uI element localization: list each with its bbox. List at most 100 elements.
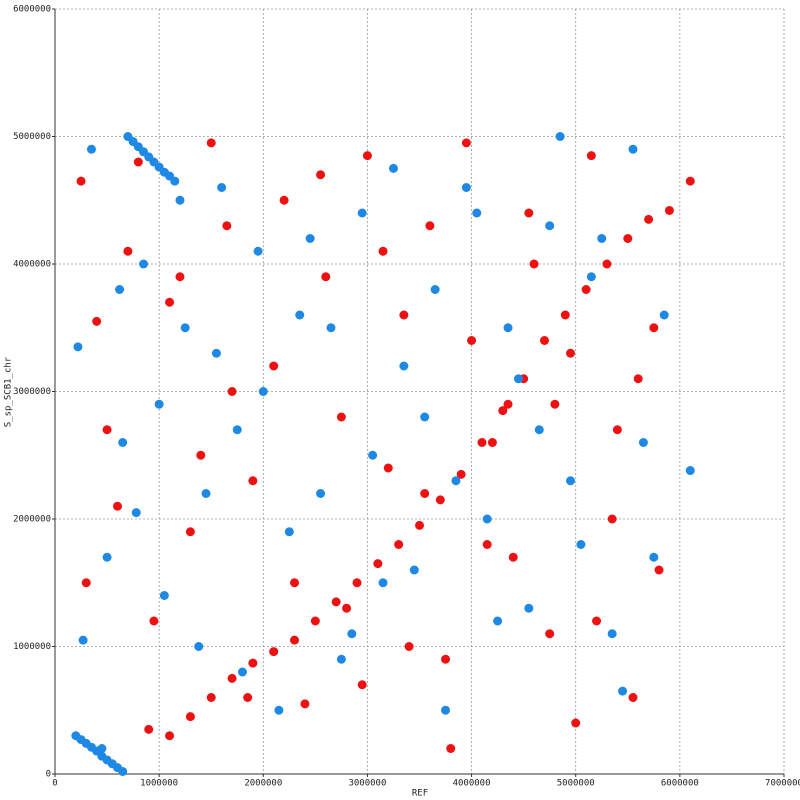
point [503,399,513,409]
point [638,438,648,447]
point [154,399,164,409]
point [586,272,596,282]
point [420,412,430,422]
point [446,744,456,753]
point [81,578,91,588]
point [274,705,284,715]
point [539,336,549,345]
point [342,603,352,613]
x-tick-label: 1000000 [140,779,178,789]
point [175,272,185,282]
point [326,323,336,333]
point [112,501,122,511]
point [165,731,175,741]
point [664,205,674,215]
point [482,514,492,524]
point [545,221,555,231]
point [131,508,141,518]
y-tick-label: 3000000 [13,387,51,397]
point [451,476,461,486]
point [149,616,159,626]
y-tick-label: 5000000 [13,132,51,142]
point [373,559,383,569]
point [258,387,268,396]
x-tick-label: 0 [52,779,57,789]
x-tick-label: 5000000 [557,779,595,789]
point [92,316,102,326]
point [175,195,185,205]
point [550,399,560,409]
point [300,699,310,709]
point [368,450,378,460]
point [592,616,602,626]
point [649,323,659,333]
point [493,616,503,626]
point [336,412,346,422]
point [201,489,211,498]
point [73,342,83,352]
point [472,208,482,218]
point [399,310,409,320]
point [118,766,128,776]
point [102,552,112,562]
point [456,469,466,479]
point [571,718,581,728]
point [331,597,341,607]
y-tick-label: 2000000 [13,515,51,525]
point [378,578,388,588]
point [534,425,544,435]
point [78,635,88,645]
point [206,138,216,148]
point [659,310,669,320]
point [612,425,622,435]
point [597,234,607,243]
point [357,680,367,690]
point [685,466,695,476]
point [243,693,253,702]
point [415,520,424,530]
point [633,374,643,384]
point [86,144,96,154]
point [237,667,247,677]
point [170,176,180,186]
point [232,425,242,435]
point [618,686,628,696]
point [206,693,216,702]
y-tick-label: 0 [46,770,51,780]
point [227,673,237,683]
point [586,151,596,161]
point [253,246,263,256]
y-tick-label: 4000000 [13,260,51,270]
point [305,234,315,243]
point [644,214,654,224]
point [352,578,362,588]
point [560,310,570,320]
point [194,642,204,651]
point [102,425,112,435]
point [623,234,633,243]
point [685,176,695,186]
point [545,629,555,639]
point [362,151,372,161]
point [269,361,279,371]
point [607,629,617,639]
point [566,476,576,486]
point [357,208,367,218]
point [482,540,492,549]
point [139,259,149,269]
point [185,712,195,722]
y-axis-label: S_sp_SCB1_chr [4,356,14,427]
point [566,348,576,358]
x-tick-label: 4000000 [453,779,491,789]
x-tick-label: 7000000 [765,779,800,789]
point [133,157,143,167]
point [654,565,664,575]
point [383,463,393,473]
point [461,138,471,148]
point [628,144,638,154]
point [441,705,451,715]
point [196,450,206,460]
point [185,527,195,537]
point [409,565,419,575]
point [222,221,232,231]
